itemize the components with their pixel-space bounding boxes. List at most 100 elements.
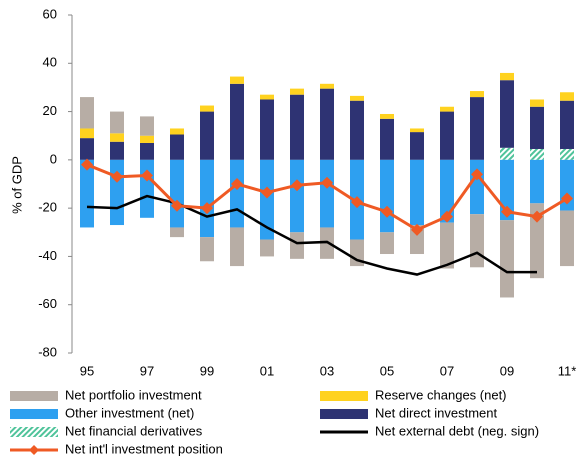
bar-segment (410, 128, 424, 133)
bar-segment (380, 159, 394, 233)
bar-segment (410, 159, 424, 226)
y-tick-label: -20 (38, 200, 57, 215)
x-tick-label: 95 (80, 363, 94, 378)
bar-segment (320, 159, 334, 228)
x-tick-label: 97 (140, 363, 154, 378)
marker (141, 169, 153, 182)
marker (351, 196, 363, 209)
x-tick-label: 05 (380, 363, 394, 378)
legend-label: Net financial derivatives (65, 423, 203, 438)
x-tick-label: 03 (320, 363, 334, 378)
bar-segment (110, 159, 124, 226)
bar-segment (260, 99, 274, 160)
bar-segment (260, 239, 274, 257)
bar-segment (110, 111, 124, 134)
bar-segment (380, 118, 394, 160)
bar-segment (80, 97, 94, 129)
marker (231, 178, 243, 190)
bar-segment (200, 111, 214, 160)
bar-segment (500, 72, 514, 81)
marker (561, 192, 573, 205)
bar-segment (170, 128, 184, 135)
legend-swatch (320, 409, 368, 419)
marker (171, 199, 183, 212)
marker (291, 179, 303, 192)
bar-segment (530, 148, 544, 160)
bar-segment (260, 159, 274, 240)
y-tick-label: 60 (43, 6, 57, 21)
bar-segment (350, 100, 364, 160)
bar-segment (110, 141, 124, 160)
bar-segment (320, 83, 334, 89)
line (86, 194, 537, 276)
marker (111, 170, 123, 183)
legend-swatch (10, 391, 58, 401)
legend-swatch (10, 427, 58, 437)
bar-segment (290, 159, 304, 233)
marker (261, 186, 273, 199)
y-tick-label: 20 (43, 103, 57, 118)
bar-segment (290, 94, 304, 160)
bar-segment (170, 134, 184, 160)
marker (411, 223, 423, 236)
bar-segment (440, 106, 454, 112)
legend-swatch (10, 409, 58, 419)
bar-segment (560, 148, 574, 160)
bar-segment (500, 220, 514, 298)
y-tick-label: 0 (50, 151, 57, 166)
bar-segment (230, 83, 244, 160)
bar-segment (380, 232, 394, 255)
legend-label: Reserve changes (net) (375, 387, 507, 402)
bar-segment (530, 159, 544, 204)
marker (501, 205, 513, 218)
bar-segment (230, 159, 244, 228)
marker (321, 176, 333, 189)
bar-segment (500, 80, 514, 148)
bar-segment (440, 159, 454, 223)
bar-segment (320, 88, 334, 160)
legend-marker (29, 445, 39, 455)
marker (381, 205, 393, 218)
legend-label: Net int'l investment position (65, 441, 223, 456)
bar-segment (560, 100, 574, 149)
x-tick-label: 11* (558, 363, 577, 378)
bar-segment (230, 76, 244, 84)
bar-segment (350, 95, 364, 101)
bar-segment (530, 106, 544, 149)
legend-label: Other investment (net) (65, 405, 194, 420)
bar-segment (440, 222, 454, 269)
bar-segment (440, 111, 454, 160)
bar-segment (380, 113, 394, 119)
bar-segment (290, 232, 304, 259)
y-axis-label: % of GDP (9, 156, 24, 214)
legend-swatch (320, 391, 368, 401)
x-tick-label: 07 (440, 363, 454, 378)
marker (201, 202, 213, 215)
bar-segment (350, 239, 364, 267)
bar-segment (140, 142, 154, 160)
bar-segment (500, 147, 514, 160)
bar-segment (170, 159, 184, 228)
legend-label: Net direct investment (375, 405, 497, 420)
bar-segment (170, 227, 184, 238)
marker (441, 210, 453, 223)
bar-segment (290, 88, 304, 95)
bar-segment (80, 138, 94, 160)
bar-segment (560, 92, 574, 101)
bar-segment (140, 135, 154, 143)
marker (81, 158, 93, 171)
y-tick-label: -60 (38, 296, 57, 311)
bar-segment (470, 214, 484, 268)
x-tick-label: 99 (200, 363, 214, 378)
bar-segment (140, 116, 154, 136)
bar-segment (470, 97, 484, 160)
marker (471, 168, 483, 181)
bar-segment (530, 99, 544, 107)
bar-segment (200, 159, 214, 238)
y-tick-label: -80 (38, 344, 57, 359)
y-tick-label: -40 (38, 248, 57, 263)
x-tick-label: 01 (260, 363, 274, 378)
bar-segment (230, 227, 244, 267)
bar-segment (110, 133, 124, 142)
